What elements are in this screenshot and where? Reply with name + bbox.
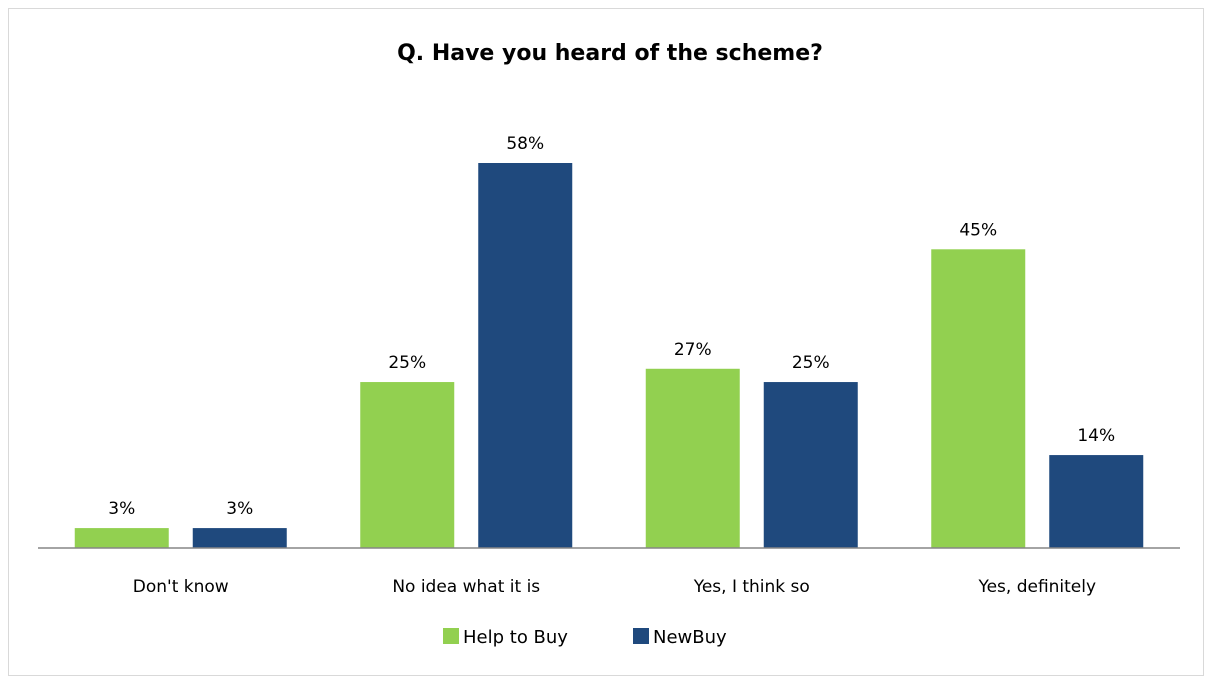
category-label: No idea what it is — [392, 577, 540, 597]
category-label: Yes, I think so — [693, 577, 810, 597]
bar-help-to-buy-1 — [360, 382, 455, 548]
bar-newbuy-1 — [478, 163, 573, 548]
legend-swatch-newbuy — [633, 628, 649, 644]
category-label: Don't know — [133, 577, 229, 597]
bars-group: 3% 3% 25% 58% 27% 25% 45% 14% — [74, 134, 1144, 549]
data-label: 27% — [674, 340, 712, 360]
chart-title: Q. Have you heard of the scheme? — [397, 41, 823, 66]
data-label: 45% — [959, 220, 997, 240]
data-label: 3% — [108, 499, 135, 519]
bar-help-to-buy-3 — [931, 249, 1026, 549]
data-label: 14% — [1077, 426, 1115, 446]
data-label: 58% — [506, 134, 544, 154]
legend-swatch-help-to-buy — [443, 628, 459, 644]
category-labels: Don't know No idea what it is Yes, I think… — [133, 577, 1096, 597]
bar-help-to-buy-2 — [645, 368, 740, 548]
category-label: Yes, definitely — [977, 577, 1096, 597]
bar-newbuy-0 — [192, 528, 287, 548]
bar-newbuy-3 — [1049, 455, 1144, 548]
bar-help-to-buy-0 — [74, 528, 169, 548]
legend-label: NewBuy — [653, 627, 727, 648]
data-label: 25% — [388, 353, 426, 373]
bar-newbuy-2 — [763, 382, 858, 548]
legend-label: Help to Buy — [463, 627, 568, 648]
legend: Help to Buy NewBuy — [443, 627, 727, 648]
data-label: 25% — [792, 353, 830, 373]
data-label: 3% — [226, 499, 253, 519]
